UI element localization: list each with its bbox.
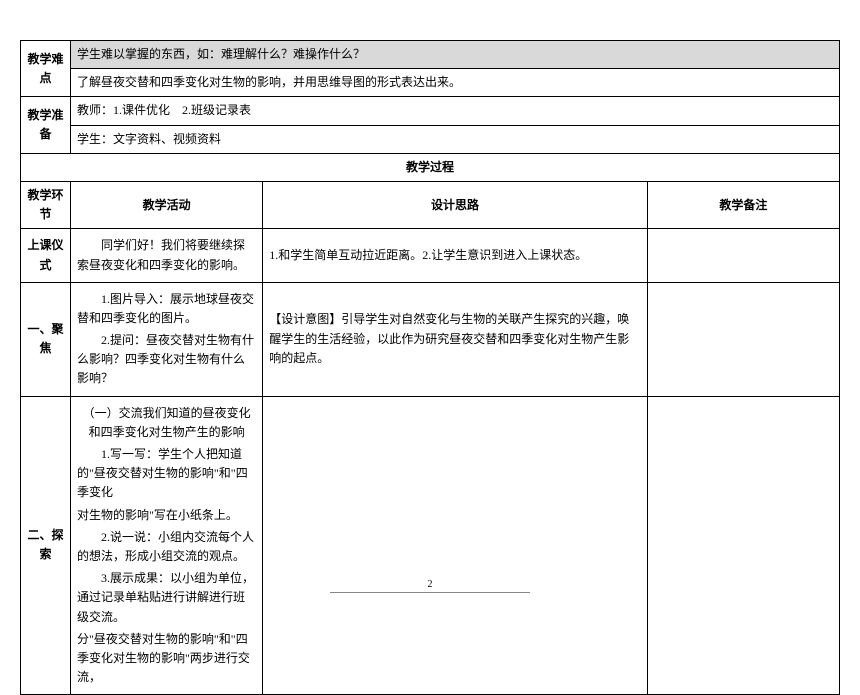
explore-line1a: 1.写一写：学生个人把知道的"昼夜交替对生物的影响"和"四季变化	[77, 445, 256, 503]
prep-teacher: 教师：1.课件优化 2.班级记录表	[71, 97, 840, 125]
prep-label: 教学准备	[21, 97, 71, 153]
ceremony-design: 1.和学生简单互动拉近距离。2.让学生意识到进入上课状态。	[263, 229, 648, 282]
explore-row: 二、探索 （一）交流我们知道的昼夜变化和四季变化对生物产生的影响 1.写一写：学…	[21, 396, 840, 695]
explore-notes	[647, 396, 839, 695]
header-activity: 教学活动	[71, 181, 263, 228]
header-notes: 教学备注	[647, 181, 839, 228]
ceremony-activity-text: 同学们好！我们将要继续探索昼夜变化和四季变化的影响。	[77, 236, 256, 274]
focus-design: 【设计意图】引导学生对自然变化与生物的关联产生探究的兴趣，唤醒学生的生活经验，以…	[263, 282, 648, 396]
lesson-plan-table: 教学难点 学生难以掌握的东西，如：难理解什么？难操作什么？ 了解昼夜交替和四季变…	[20, 40, 840, 695]
focus-activity-2: 2.提问：昼夜交替对生物有什么影响？四季变化对生物有什么影响？	[77, 331, 256, 389]
difficulty-row-2: 了解昼夜交替和四季变化对生物的影响，并用思维导图的形式表达出来。	[21, 69, 840, 97]
difficulty-label: 教学难点	[21, 41, 71, 97]
ceremony-activity: 同学们好！我们将要继续探索昼夜变化和四季变化的影响。	[71, 229, 263, 282]
focus-notes	[647, 282, 839, 396]
difficulty-row-1: 教学难点 学生难以掌握的东西，如：难理解什么？难操作什么？	[21, 41, 840, 69]
explore-line2: 2.说一说：小组内交流每个人的想法，形成小组交流的观点。	[77, 528, 256, 566]
process-header-row: 教学环节 教学活动 设计思路 教学备注	[21, 181, 840, 228]
explore-line1b: 对生物的影响"写在小纸条上。	[77, 506, 256, 525]
explore-title: （一）交流我们知道的昼夜变化和四季变化对生物产生的影响	[77, 404, 256, 442]
ceremony-row: 上课仪式 同学们好！我们将要继续探索昼夜变化和四季变化的影响。 1.和学生简单互…	[21, 229, 840, 282]
prep-student: 学生：文字资料、视频资料	[71, 125, 840, 153]
ceremony-notes	[647, 229, 839, 282]
process-title-row: 教学过程	[21, 153, 840, 181]
focus-row: 一、聚焦 1.图片导入：展示地球昼夜交替和四季变化的图片。 2.提问：昼夜交替对…	[21, 282, 840, 396]
prep-row-2: 学生：文字资料、视频资料	[21, 125, 840, 153]
explore-line4: 分"昼夜交替对生物的影响"和"四季变化对生物的影响"两步进行交流，	[77, 630, 256, 688]
difficulty-content: 了解昼夜交替和四季变化对生物的影响，并用思维导图的形式表达出来。	[71, 69, 840, 97]
focus-label: 一、聚焦	[21, 282, 71, 396]
explore-activity: （一）交流我们知道的昼夜变化和四季变化对生物产生的影响 1.写一写：学生个人把知…	[71, 396, 263, 695]
process-title: 教学过程	[21, 153, 840, 181]
explore-line3: 3.展示成果：以小组为单位，通过记录单粘贴进行讲解进行班级交流。	[77, 569, 256, 627]
header-design: 设计思路	[263, 181, 648, 228]
focus-activity-1: 1.图片导入：展示地球昼夜交替和四季变化的图片。	[77, 290, 256, 328]
header-env: 教学环节	[21, 181, 71, 228]
focus-activity: 1.图片导入：展示地球昼夜交替和四季变化的图片。 2.提问：昼夜交替对生物有什么…	[71, 282, 263, 396]
difficulty-highlighted: 学生难以掌握的东西，如：难理解什么？难操作什么？	[71, 41, 840, 69]
prep-row-1: 教学准备 教师：1.课件优化 2.班级记录表	[21, 97, 840, 125]
page-number: 2	[330, 579, 530, 593]
ceremony-label: 上课仪式	[21, 229, 71, 282]
explore-label: 二、探索	[21, 396, 71, 695]
explore-design	[263, 396, 648, 695]
